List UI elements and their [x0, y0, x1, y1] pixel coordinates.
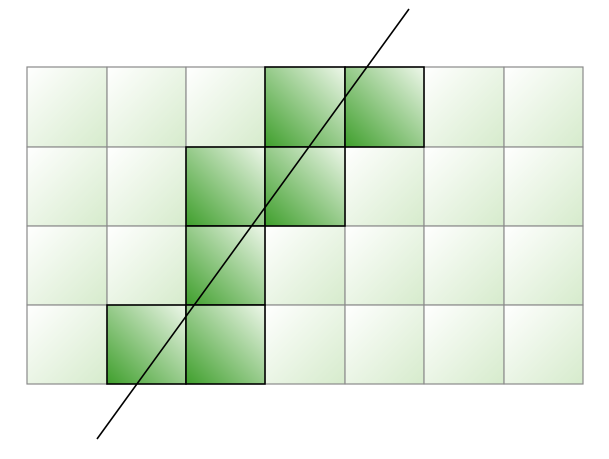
filled-cell: [344, 66, 425, 148]
filled-cell: [185, 225, 266, 306]
cell: [344, 304, 425, 385]
cell: [26, 225, 108, 306]
filled-cell: [264, 66, 346, 148]
filled-cell: [264, 146, 346, 227]
cell: [423, 66, 505, 148]
cell: [185, 66, 266, 148]
cell: [503, 146, 584, 227]
cell: [423, 146, 505, 227]
filled-cell: [185, 146, 266, 227]
filled-cell: [185, 304, 266, 385]
cell: [423, 304, 505, 385]
cell: [264, 225, 346, 306]
grid: [26, 66, 584, 385]
cell: [344, 146, 425, 227]
cell: [26, 146, 108, 227]
cell: [264, 304, 346, 385]
cell: [423, 225, 505, 306]
cell: [26, 66, 108, 148]
cell: [26, 304, 108, 385]
cell: [503, 225, 584, 306]
cell: [503, 66, 584, 148]
filled-cell: [106, 304, 187, 385]
cell: [503, 304, 584, 385]
line: [96, 8, 410, 440]
cell: [344, 225, 425, 306]
cell: [106, 225, 187, 306]
cell: [106, 146, 187, 227]
cell: [106, 66, 187, 148]
